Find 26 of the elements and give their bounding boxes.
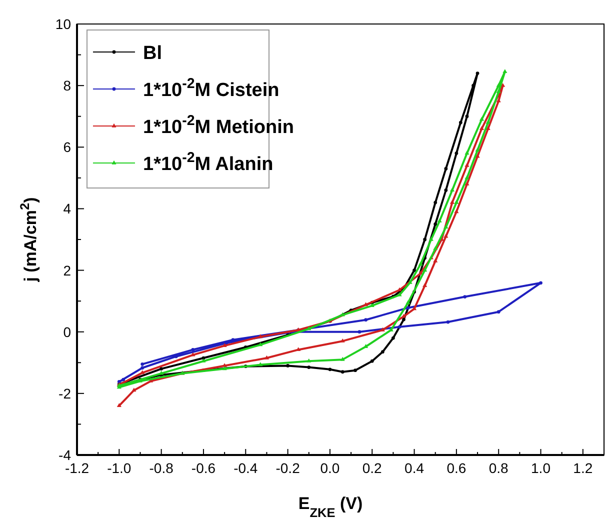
- x-tick-label: -1.2: [64, 460, 90, 476]
- legend-label: 1*10$^{-2}$M Cistein: [143, 76, 280, 101]
- x-axis-title: E$_{ZKE}$ (V): [298, 494, 363, 520]
- legend-label: Bl: [143, 43, 162, 64]
- x-tick-label: 0.4: [404, 460, 424, 476]
- y-tick-label: 8: [63, 78, 72, 94]
- y-tick-label: 2: [63, 262, 72, 278]
- y-tick-label: 6: [63, 139, 72, 156]
- x-tick-label: -0.6: [191, 460, 216, 476]
- x-tick-label: 0.0: [320, 460, 340, 476]
- y-tick-label: 0: [63, 324, 72, 340]
- legend-label: 1*10$^{-2}$M Metionin: [143, 113, 294, 138]
- x-tick-label: -1.0: [107, 460, 132, 476]
- x-tick-label: 0.2: [362, 460, 382, 476]
- y-tick-label: 4: [63, 200, 72, 217]
- x-tick-label: 1.2: [573, 460, 593, 476]
- x-tick-label: 1.0: [531, 460, 551, 476]
- x-tick-label: 0.6: [446, 460, 466, 476]
- y-tick-label: 10: [55, 16, 72, 32]
- x-tick-label: -0.4: [234, 460, 258, 476]
- y-tick-label: -4: [58, 447, 72, 463]
- y-tick-label: -2: [58, 385, 72, 402]
- x-tick-label: -0.8: [149, 460, 174, 476]
- x-tick-label: 0.8: [488, 460, 509, 476]
- legend-label: 1*10$^{-2}$M Alanin: [143, 150, 274, 175]
- x-tick-label: -0.2: [276, 460, 300, 476]
